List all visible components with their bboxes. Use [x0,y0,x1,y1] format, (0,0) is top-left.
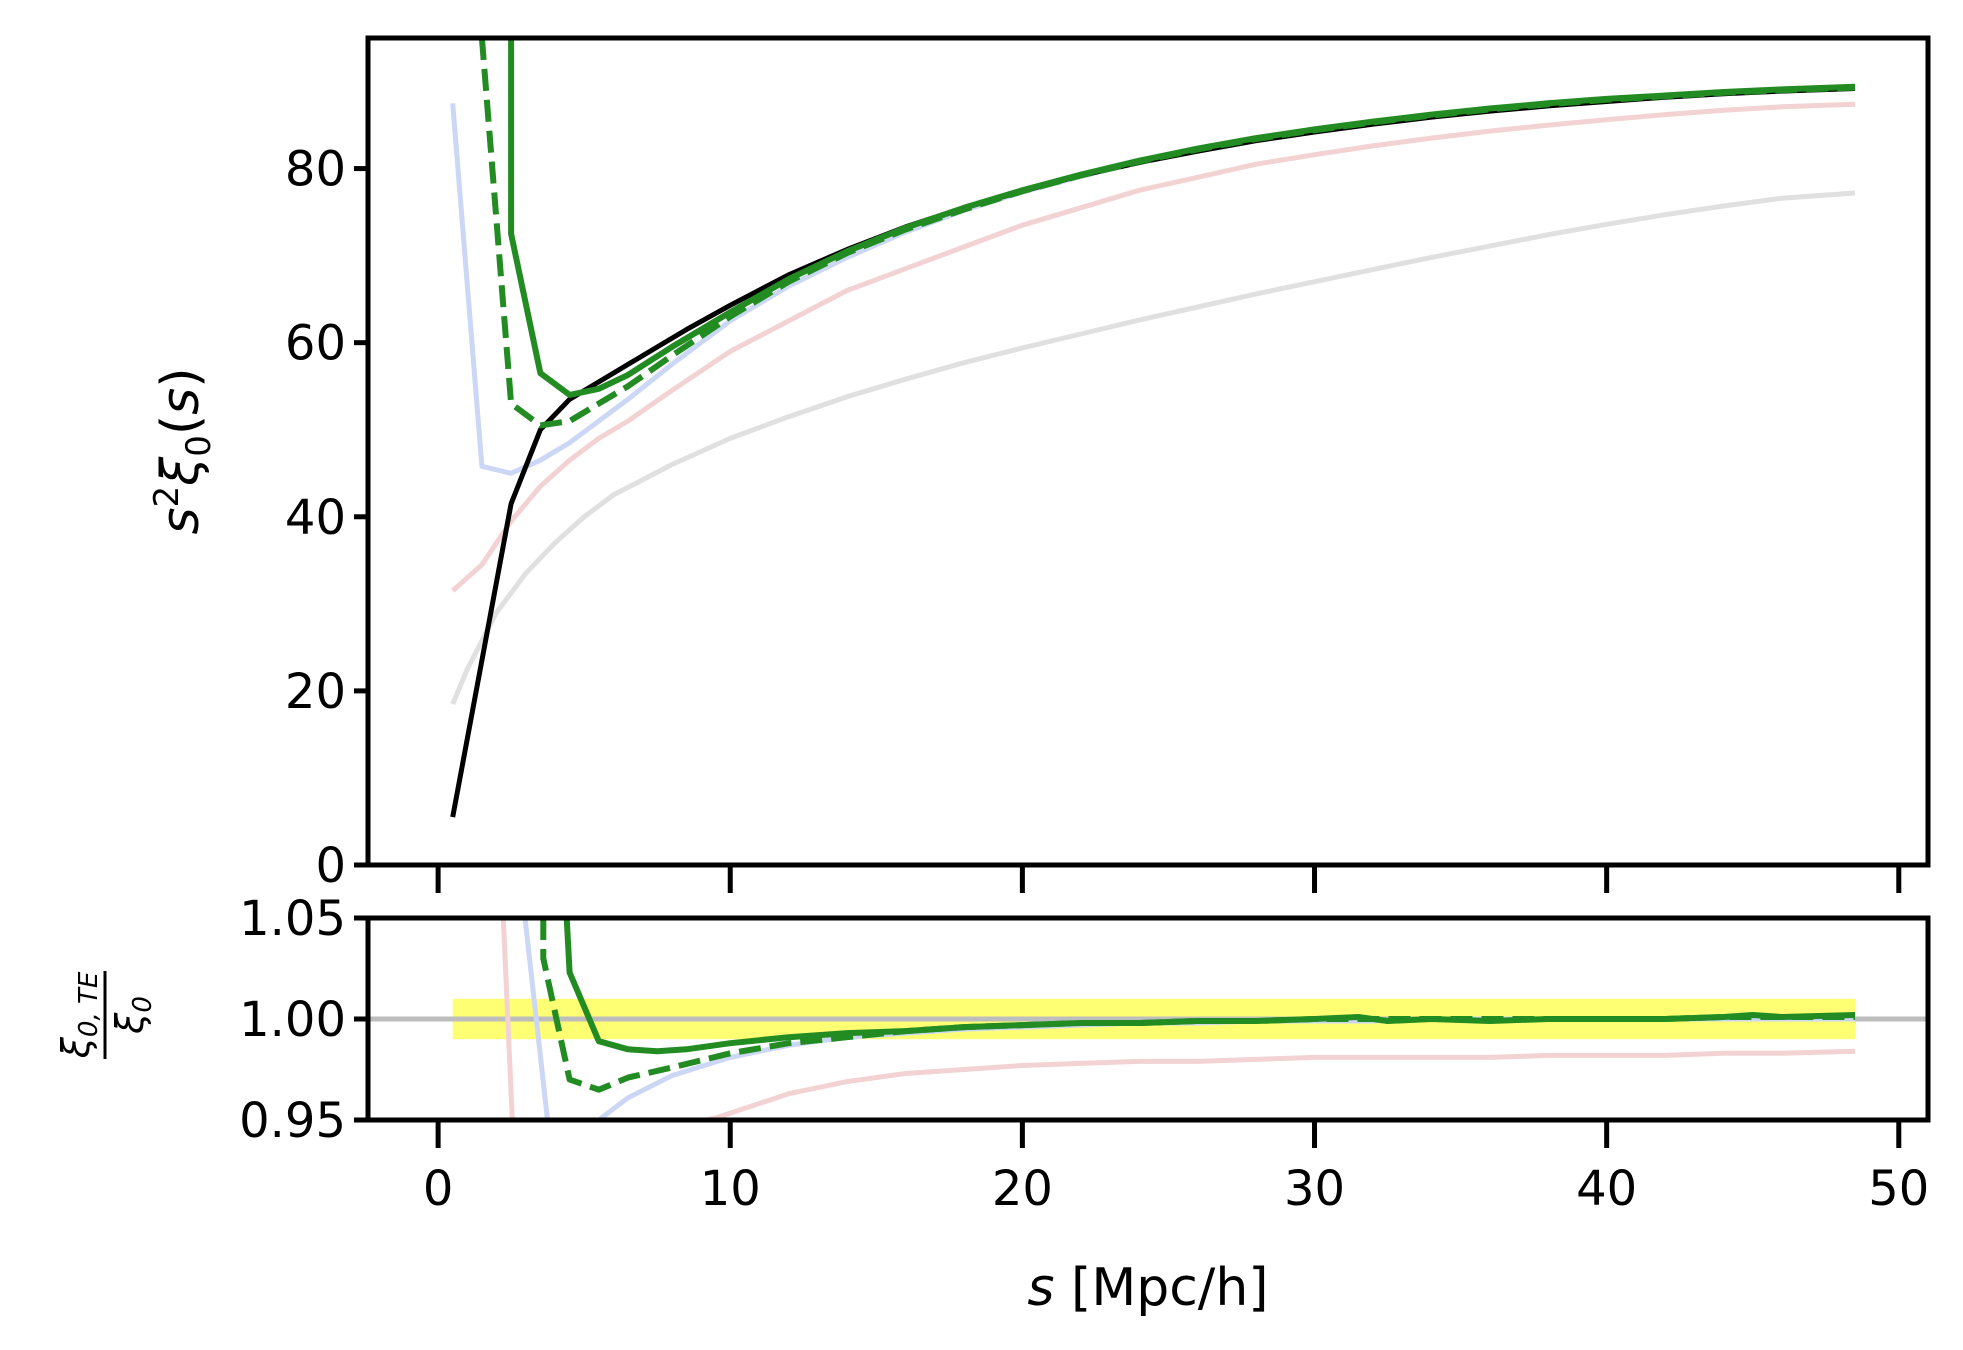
top-y-tick-label: 60 [285,316,346,372]
svg-text:ξ0, TE: ξ0, TE [54,971,104,1059]
bot-x-tick-label: 40 [1576,1161,1637,1217]
main-panel-frame [365,35,1931,868]
ratio-y-axis-label: ξ0, TE ξ0 [54,971,158,1059]
top-series-line-1 [450,190,1856,705]
bot-series-line-1 [500,918,1856,1120]
bot-series-line-4 [563,918,1856,1055]
top-series-line-6 [508,38,1856,398]
bot-x-tick-label: 0 [423,1161,454,1217]
svg-text:ξ0: ξ0 [108,996,158,1035]
top-y-tick-label: 40 [285,490,346,546]
top-series-line-3 [450,86,1856,476]
bot-x-tick-label: 20 [992,1161,1053,1217]
top-y-tick-label: 20 [285,664,346,720]
main-y-axis-label: s2ξ0(s) [147,367,219,534]
bot-y-tick-label: 1.05 [239,891,346,947]
top-y-tick-label: 80 [285,142,346,198]
top-series-line-4 [450,86,1856,818]
ratio-panel: 0.95 1.00 1.05 0 10 20 30 40 50 ξ0, TE ξ0 s [Mp… [54,891,1931,1318]
top-y-tick-label: 0 [315,838,346,894]
bot-x-tick-label: 10 [700,1161,761,1217]
main-panel: 0 20 40 60 80 s2ξ0(s) [147,35,1931,894]
bot-y-tick-label: 1.00 [239,992,346,1048]
bot-x-tick-label: 30 [1284,1161,1345,1217]
top-series-line-2 [451,101,1856,593]
x-axis-label: s [Mpc/h] [1027,1258,1268,1318]
bot-y-tick-label: 0.95 [239,1093,346,1149]
bot-x-tick-label: 50 [1868,1161,1929,1217]
